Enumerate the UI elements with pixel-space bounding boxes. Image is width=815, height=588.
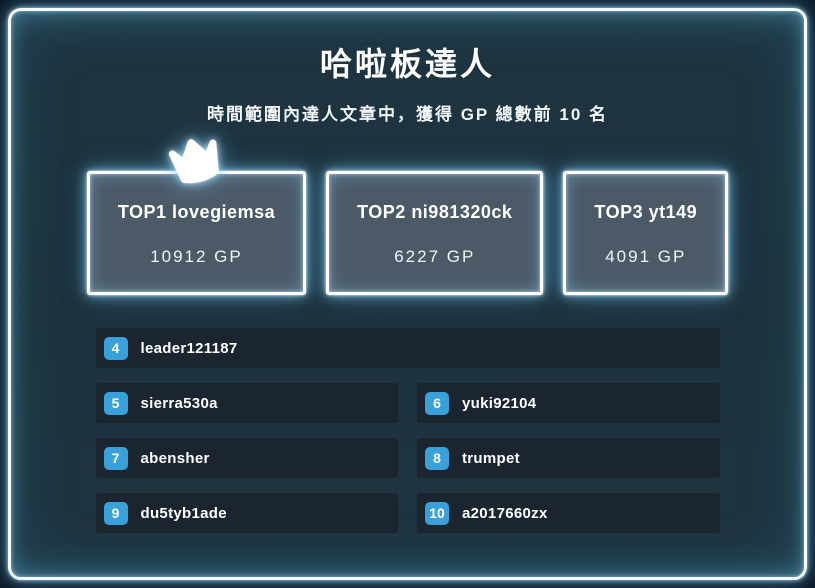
podium-rank-label: TOP1 bbox=[117, 202, 167, 222]
podium-gp-total: 4091 GP bbox=[605, 247, 687, 266]
rank-badge: 4 bbox=[103, 336, 128, 360]
top3-podium: TOP1 lovegiemsa 10912 GP TOP2 ni981320ck… bbox=[11, 139, 804, 295]
podium-heading: TOP2 ni981320ck bbox=[357, 201, 512, 223]
leaderboard-panel: 哈啦板達人 時間範圍內達人文章中，獲得 GP 總數前 10 名 TOP1 lov… bbox=[8, 8, 807, 580]
page-title: 哈啦板達人 bbox=[319, 46, 495, 82]
rank-row-4: 4 leader121187 bbox=[95, 328, 720, 368]
podium-gp-total: 10912 GP bbox=[150, 247, 243, 266]
podium-card-top1: TOP1 lovegiemsa 10912 GP bbox=[86, 139, 307, 295]
podium-gp-total: 6227 GP bbox=[394, 247, 476, 266]
rank-username: abensher bbox=[140, 449, 210, 467]
rank-row-8: 8 trumpet bbox=[417, 438, 720, 478]
podium-heading: TOP3 yt149 bbox=[594, 201, 697, 223]
rank-badge: 7 bbox=[103, 446, 128, 470]
podium-heading: TOP1 lovegiemsa bbox=[118, 201, 275, 223]
rank-badge: 9 bbox=[103, 501, 128, 525]
rank-badge: 10 bbox=[425, 501, 449, 525]
rank-badge: 6 bbox=[425, 391, 449, 415]
podium-card-top3: TOP3 yt149 4091 GP bbox=[563, 171, 729, 295]
rank-row-10: 10 a2017660zx bbox=[417, 493, 720, 533]
rank-row-6: 6 yuki92104 bbox=[417, 383, 720, 423]
podium-username: yt149 bbox=[648, 202, 698, 222]
rank-username: du5tyb1ade bbox=[140, 504, 227, 522]
podium-card-top2: TOP2 ni981320ck 6227 GP bbox=[326, 171, 544, 295]
rank-badge: 5 bbox=[103, 391, 128, 415]
crown-icon bbox=[169, 139, 220, 184]
ranking-list: 4 leader121187 5 sierra530a 6 yuki92104 … bbox=[95, 328, 720, 533]
podium-rank-label: TOP3 bbox=[594, 202, 644, 222]
rank-row-9: 9 du5tyb1ade bbox=[95, 493, 398, 533]
rank-username: a2017660zx bbox=[462, 504, 548, 522]
rank-username: sierra530a bbox=[140, 394, 218, 412]
podium-username: lovegiemsa bbox=[172, 202, 276, 222]
podium-username: ni981320ck bbox=[411, 202, 513, 222]
rank-badge: 8 bbox=[425, 446, 449, 470]
rank-username: leader121187 bbox=[140, 339, 238, 357]
podium-rank-label: TOP2 bbox=[357, 202, 406, 222]
rank-row-5: 5 sierra530a bbox=[95, 383, 398, 423]
rank-username: yuki92104 bbox=[462, 394, 537, 412]
page-subtitle: 時間範圍內達人文章中，獲得 GP 總數前 10 名 bbox=[206, 105, 609, 124]
rank-row-7: 7 abensher bbox=[95, 438, 398, 478]
rank-username: trumpet bbox=[462, 449, 520, 467]
